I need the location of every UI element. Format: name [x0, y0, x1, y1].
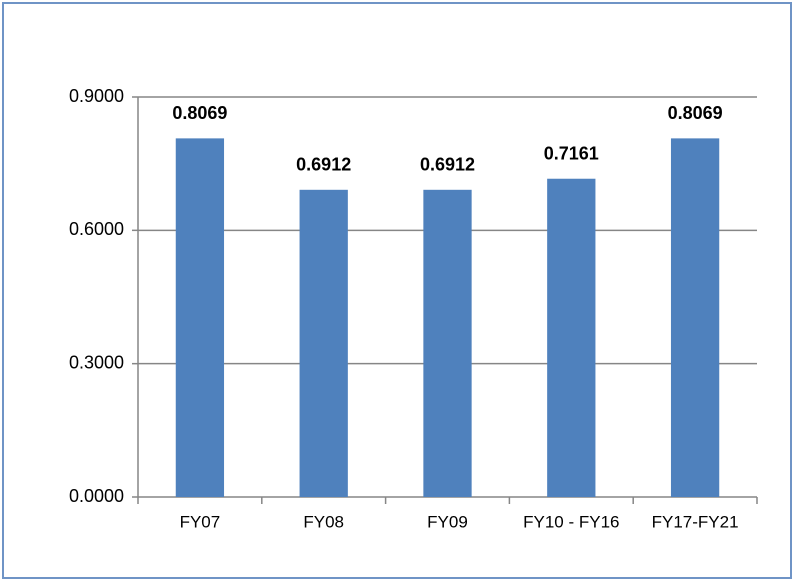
bar — [547, 178, 596, 497]
bar — [670, 138, 720, 497]
value-label: 0.8069 — [668, 103, 723, 123]
bar — [423, 189, 472, 498]
y-tick-label: 0.6000 — [69, 219, 124, 239]
bar — [299, 189, 348, 498]
bar — [175, 138, 225, 497]
y-tick-label: 0.9000 — [69, 86, 124, 106]
x-tick-label: FY10 - FY16 — [523, 512, 619, 531]
x-tick-label: FY08 — [303, 512, 344, 531]
x-tick-label: FY17-FY21 — [652, 512, 739, 531]
value-label: 0.8069 — [172, 103, 227, 123]
value-label: 0.6912 — [420, 155, 475, 175]
value-label: 0.7161 — [544, 143, 599, 163]
y-tick-label: 0.3000 — [69, 352, 124, 372]
value-label: 0.6912 — [296, 155, 351, 175]
x-tick-label: FY07 — [180, 512, 221, 531]
y-tick-label: 0.0000 — [69, 486, 124, 506]
x-tick-label: FY09 — [427, 512, 468, 531]
